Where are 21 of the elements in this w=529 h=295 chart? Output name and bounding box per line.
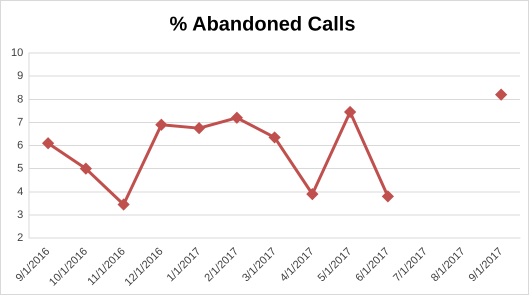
point [80, 163, 92, 174]
point [231, 112, 242, 124]
point [306, 188, 318, 200]
y-tick-label: 2 [17, 232, 24, 244]
point [382, 190, 394, 202]
point [42, 138, 54, 149]
y-tick-label: 8 [17, 93, 24, 106]
y-tick-label: 7 [17, 116, 24, 128]
chart-title: % Abandoned Calls [170, 14, 356, 36]
y-tick-label: 9 [17, 70, 24, 82]
point [269, 132, 280, 143]
point [118, 199, 130, 210]
y-tick-label: 5 [17, 162, 24, 175]
y-tick-label: 3 [17, 208, 24, 221]
point [496, 89, 507, 100]
point [194, 122, 205, 134]
point [156, 119, 167, 130]
y-tick-label: 4 [17, 186, 24, 198]
y-tick-label: 6 [17, 140, 24, 152]
y-tick-label: 10 [10, 47, 24, 60]
point [344, 106, 356, 118]
